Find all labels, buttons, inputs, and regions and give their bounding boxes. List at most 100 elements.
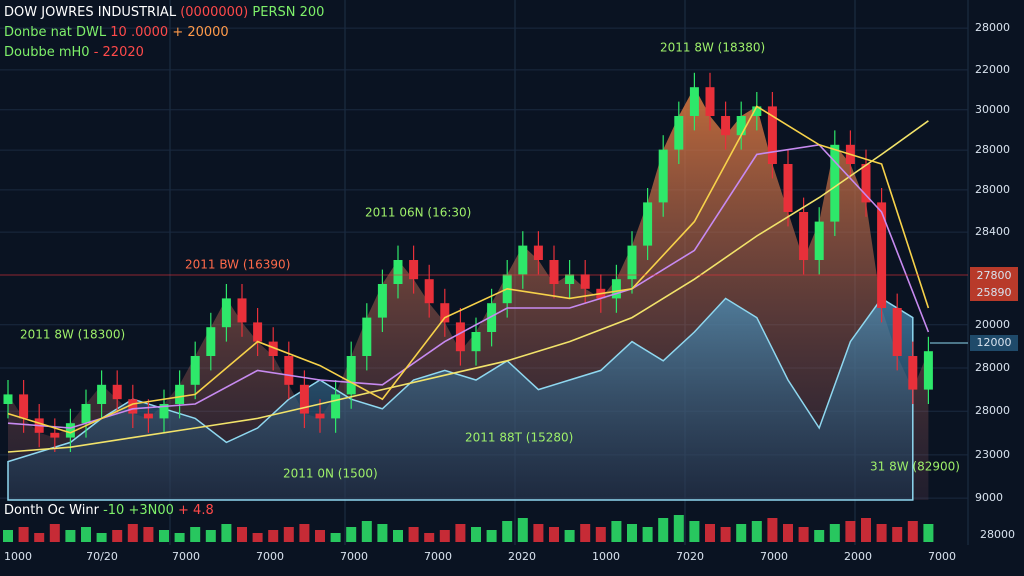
y-tick-label: 28000 bbox=[975, 361, 1010, 374]
header-part: 10 .0000 bbox=[110, 25, 168, 40]
candle-body bbox=[627, 245, 637, 280]
volume-bar bbox=[471, 527, 481, 542]
candle-body bbox=[377, 284, 387, 318]
candle-body bbox=[533, 245, 543, 260]
candle-body bbox=[284, 356, 294, 385]
header-part: Doubbe mH0 bbox=[4, 45, 90, 60]
candle-body bbox=[19, 394, 29, 419]
candle-body bbox=[471, 332, 481, 352]
volume-bar bbox=[439, 530, 450, 542]
volume-bar bbox=[767, 518, 778, 542]
y-tick-label: 22000 bbox=[975, 63, 1010, 76]
volume-bar bbox=[205, 530, 216, 542]
volume-bar bbox=[252, 533, 263, 542]
volume-caption: Donth Oc Winr -10 +3N00 + 4.8 bbox=[4, 503, 214, 518]
price-tag: 27800 bbox=[977, 269, 1012, 282]
x-tick-label: 7000 bbox=[340, 550, 368, 563]
plot bbox=[0, 27, 968, 542]
candle-body bbox=[783, 164, 793, 212]
price-tag-box bbox=[970, 335, 1018, 351]
candle-body bbox=[440, 303, 450, 323]
candle-body bbox=[393, 260, 403, 284]
candle-body bbox=[97, 384, 107, 404]
volume-bar bbox=[3, 530, 13, 542]
volume-bar bbox=[18, 527, 29, 542]
volume-bar bbox=[393, 530, 403, 542]
x-tick-label: 1000 bbox=[592, 550, 620, 563]
candle-body bbox=[643, 202, 653, 246]
volume-bar bbox=[876, 524, 887, 542]
x-tick-label: 2020 bbox=[508, 550, 536, 563]
x-tick-label: 1000 bbox=[4, 550, 32, 563]
header-line: Doubbe mH0 - 22020 bbox=[4, 45, 144, 60]
candle-body bbox=[549, 260, 559, 284]
candle-body bbox=[112, 384, 122, 400]
candle-body bbox=[736, 116, 746, 136]
y-tick-label: 9000 bbox=[975, 491, 1003, 504]
volume-bar bbox=[564, 530, 575, 542]
volume-bar bbox=[845, 521, 856, 542]
candle-body bbox=[81, 404, 91, 424]
candle-body bbox=[752, 106, 762, 116]
y-tick-label: 30000 bbox=[975, 103, 1010, 116]
volume-bar bbox=[751, 521, 762, 542]
header-line: Donbe nat DWL 10 .0000 + 20000 bbox=[4, 25, 229, 40]
candle-body bbox=[3, 394, 13, 404]
header-part: + 20000 bbox=[172, 25, 228, 40]
volume-axis-label: 28000 bbox=[980, 528, 1015, 541]
volume-bar bbox=[377, 524, 388, 542]
header-part: PERSN 200 bbox=[252, 5, 324, 20]
volume-bar bbox=[455, 524, 466, 542]
volume-bar bbox=[34, 533, 45, 542]
header-line: DOW JOWRES INDUSTRIAL (0000000) PERSN 20… bbox=[4, 5, 324, 20]
y-tick-label: 28400 bbox=[975, 225, 1010, 238]
annotation: 2011 0N (1500) bbox=[283, 467, 378, 481]
x-tick-label: 7000 bbox=[760, 550, 788, 563]
x-tick-label: 7000 bbox=[256, 550, 284, 563]
volume-bar bbox=[315, 530, 325, 542]
candle-body bbox=[799, 212, 809, 260]
caption-part: + 4.8 bbox=[178, 503, 214, 518]
candle-body bbox=[237, 298, 247, 323]
y-tick-label: 28000 bbox=[975, 21, 1010, 34]
y-tick-label: 20000 bbox=[975, 318, 1010, 331]
volume-bar bbox=[361, 521, 372, 542]
annotation: 2011 8W (18380) bbox=[660, 41, 765, 55]
volume-bar bbox=[814, 530, 825, 542]
volume-bar bbox=[549, 527, 559, 542]
volume-bar bbox=[221, 524, 232, 542]
volume-bar bbox=[330, 533, 341, 542]
x-tick-label: 7020 bbox=[676, 550, 704, 563]
y-tick-label: 23000 bbox=[975, 448, 1010, 461]
header-part: (0000000) bbox=[180, 5, 248, 20]
candle-body bbox=[705, 87, 715, 116]
candle-body bbox=[908, 356, 918, 390]
volume-bar bbox=[127, 524, 138, 542]
candle-body bbox=[65, 423, 75, 438]
y-tick-label: 28000 bbox=[975, 143, 1010, 156]
candle-body bbox=[565, 274, 575, 284]
volume-bar bbox=[408, 527, 419, 542]
candle-body bbox=[175, 384, 185, 404]
volume-bar bbox=[923, 524, 934, 542]
volume-bar bbox=[689, 521, 700, 542]
candle-body bbox=[409, 260, 419, 280]
volume-bar bbox=[595, 527, 606, 542]
caption-part: Donth Oc Winr bbox=[4, 503, 100, 518]
volume-bar bbox=[112, 530, 123, 542]
annotation: 31 8W (82900) bbox=[870, 460, 960, 474]
volume-bar bbox=[159, 530, 169, 542]
volume-bar bbox=[65, 530, 76, 542]
volume-bar bbox=[720, 527, 731, 542]
annotation: 2011 88T (15280) bbox=[465, 431, 573, 445]
candle-body bbox=[674, 116, 684, 150]
volume-bar bbox=[642, 527, 653, 542]
header-part: DOW JOWRES INDUSTRIAL bbox=[4, 5, 177, 20]
candle-body bbox=[190, 356, 200, 385]
volume-bar bbox=[346, 527, 357, 542]
y-tick-label: 28000 bbox=[975, 183, 1010, 196]
candle-body bbox=[221, 298, 231, 328]
volume-bar bbox=[829, 524, 840, 542]
